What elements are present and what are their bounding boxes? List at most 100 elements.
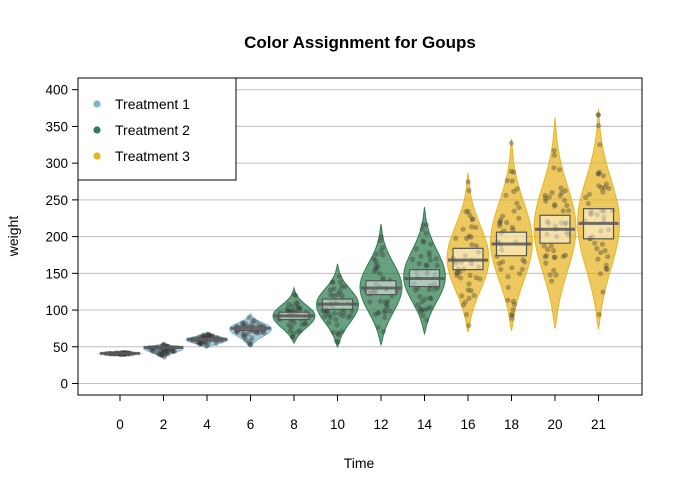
- data-point: [417, 294, 423, 300]
- data-point: [423, 262, 429, 268]
- data-point: [250, 318, 256, 324]
- data-point: [322, 313, 328, 320]
- data-point: [499, 247, 505, 253]
- data-point: [295, 329, 301, 335]
- data-point: [375, 263, 381, 269]
- data-point: [564, 202, 570, 208]
- data-point: [287, 328, 293, 334]
- data-point: [477, 276, 483, 282]
- data-point: [384, 304, 390, 310]
- data-point: [337, 288, 343, 294]
- data-point: [551, 152, 557, 158]
- legend-label: Treatment 1: [115, 96, 190, 112]
- data-point: [155, 351, 162, 357]
- data-point: [290, 330, 296, 337]
- data-point: [413, 269, 420, 275]
- data-point: [595, 112, 601, 118]
- data-point: [420, 312, 426, 319]
- data-point: [291, 292, 297, 298]
- data-point: [341, 309, 347, 316]
- data-point: [583, 194, 589, 200]
- violin-body: [576, 108, 621, 330]
- data-point: [598, 185, 605, 191]
- data-point: [592, 240, 598, 246]
- data-point: [603, 266, 610, 272]
- data-point: [198, 341, 204, 347]
- data-point: [373, 258, 379, 264]
- data-point: [242, 334, 248, 340]
- violin-group: [576, 108, 621, 330]
- data-point: [595, 171, 602, 177]
- data-point: [372, 289, 378, 295]
- y-tick-label: 200: [45, 230, 68, 245]
- data-point: [553, 272, 559, 278]
- data-point: [509, 312, 515, 318]
- x-tick-label: 4: [203, 417, 211, 432]
- legend-label: Treatment 3: [115, 148, 190, 164]
- data-point: [464, 235, 470, 242]
- data-point: [291, 320, 297, 326]
- data-point: [196, 340, 202, 346]
- data-point: [261, 330, 267, 336]
- data-point: [465, 287, 471, 293]
- violin-group: [185, 331, 229, 349]
- data-point: [462, 253, 468, 259]
- data-point: [240, 321, 246, 327]
- data-point: [475, 249, 482, 255]
- data-point: [468, 288, 474, 294]
- data-point: [551, 165, 557, 171]
- data-point: [466, 295, 472, 301]
- data-point: [460, 302, 466, 308]
- data-point: [469, 216, 475, 223]
- data-point: [424, 271, 430, 277]
- data-point: [596, 311, 602, 318]
- data-point: [205, 332, 211, 339]
- violin-group: [446, 172, 490, 333]
- data-point: [503, 192, 509, 198]
- data-point: [254, 330, 260, 336]
- data-point: [454, 269, 460, 275]
- data-point: [254, 320, 260, 326]
- data-point: [594, 245, 600, 252]
- data-point: [293, 293, 299, 299]
- data-point: [378, 234, 384, 240]
- data-point: [558, 185, 564, 191]
- data-point: [327, 287, 333, 293]
- data-point: [373, 251, 379, 257]
- data-point: [286, 322, 292, 328]
- data-point: [331, 286, 337, 292]
- data-point: [497, 220, 503, 226]
- data-point: [546, 220, 552, 226]
- data-point: [423, 230, 429, 236]
- violin-group: [143, 341, 184, 360]
- data-point: [542, 195, 549, 201]
- violin-group: [533, 117, 577, 329]
- data-point: [562, 188, 568, 194]
- data-point: [431, 281, 437, 287]
- x-tick-label: 20: [547, 417, 562, 432]
- data-point: [560, 208, 566, 214]
- data-point: [453, 260, 459, 266]
- data-point: [246, 314, 252, 320]
- data-point: [427, 257, 434, 263]
- data-point: [468, 234, 474, 240]
- data-point: [335, 330, 341, 336]
- data-point: [385, 298, 391, 304]
- x-tick-label: 18: [504, 417, 519, 432]
- data-point: [566, 208, 572, 214]
- data-point: [342, 284, 348, 290]
- y-tick-label: 300: [45, 156, 68, 171]
- data-point: [542, 192, 548, 198]
- data-point: [297, 306, 303, 312]
- data-point: [508, 168, 514, 174]
- data-point: [161, 354, 167, 360]
- data-point: [377, 238, 383, 244]
- data-point: [242, 320, 248, 326]
- data-point: [500, 259, 506, 265]
- data-point: [460, 226, 466, 232]
- data-point: [162, 348, 168, 354]
- data-point: [541, 243, 547, 249]
- data-point: [413, 246, 420, 252]
- data-point: [347, 313, 353, 319]
- data-point: [562, 252, 569, 258]
